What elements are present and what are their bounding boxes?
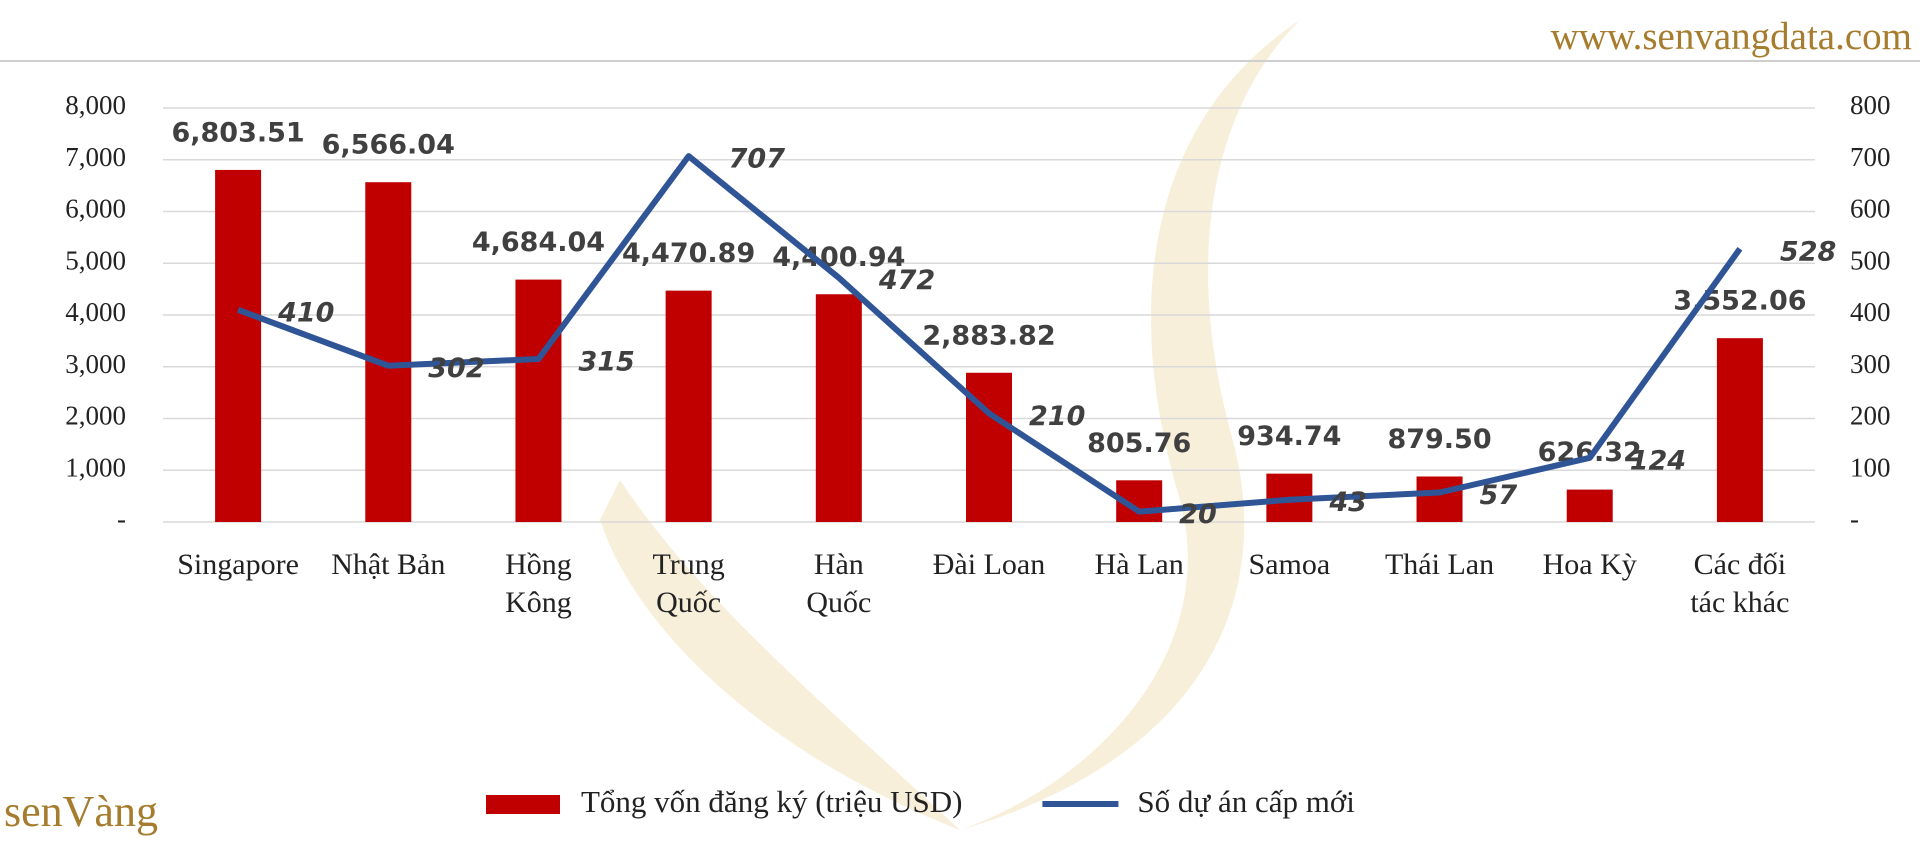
- logo: senVàng: [4, 787, 158, 836]
- y2-tick-label: 800: [1850, 90, 1891, 120]
- bar: [1716, 338, 1763, 522]
- x-tick-label: Hà Lan: [1094, 548, 1184, 581]
- line-value-label: 124: [1630, 445, 1686, 476]
- x-tick-label: Trung Quốc: [652, 548, 725, 619]
- bar: [515, 279, 562, 522]
- y-tick-label: 7,000: [65, 142, 126, 172]
- bar-value-label: 4,400.94: [772, 242, 905, 273]
- line-value-label: 707: [729, 144, 786, 175]
- y2-tick-label: 600: [1850, 194, 1891, 224]
- bar: [815, 294, 862, 522]
- x-tick-label: Hàn Quốc: [806, 548, 872, 619]
- x-tick-label: Singapore: [177, 548, 299, 581]
- line-value-label: 410: [277, 297, 334, 328]
- x-tick-label: Hồng Kông: [505, 548, 572, 619]
- y-tick-label: 3,000: [65, 349, 126, 379]
- line: [237, 153, 1743, 515]
- y-tick-label: 6,000: [65, 194, 126, 224]
- y-tick-label: -: [117, 504, 126, 534]
- y2-tick-label: 300: [1850, 349, 1891, 379]
- y-tick-label: 2,000: [65, 401, 126, 431]
- bar-value-label: 6,566.04: [322, 130, 455, 161]
- bar-value-label: 934.74: [1237, 421, 1341, 452]
- line-value-label: 57: [1480, 480, 1518, 511]
- y-tick-label: 8,000: [65, 90, 126, 120]
- y2-tick-label: -: [1850, 504, 1859, 534]
- x-tick-label: Thái Lan: [1384, 548, 1495, 581]
- y2-tick-label: 500: [1850, 245, 1891, 275]
- bar-value-label: 4,684.04: [472, 227, 605, 258]
- x-tick-label: Đài Loan: [932, 548, 1046, 581]
- x-tick-label: Nhật Bản: [331, 548, 446, 581]
- legend-swatch: [486, 795, 560, 814]
- bar: [365, 182, 412, 522]
- site-url: www.senvangdata.com: [1551, 15, 1912, 58]
- y2-tick-label: 200: [1850, 401, 1891, 431]
- bar: [1416, 476, 1463, 522]
- legend-label: Tổng vốn đăng ký (triệu USD): [581, 784, 962, 819]
- legend-label: Số dự án cấp mới: [1137, 784, 1355, 819]
- line-value-label: 43: [1328, 487, 1367, 518]
- bar-value-label: 4,470.89: [622, 238, 755, 269]
- line-value-label: 302: [428, 353, 484, 384]
- line-value-label: 472: [878, 265, 935, 296]
- bar-value-label: 2,883.82: [922, 320, 1055, 351]
- line-value-label: 210: [1029, 401, 1085, 432]
- x-tick-label: Các đối tác khác: [1690, 548, 1790, 619]
- y-tick-label: 1,000: [65, 452, 126, 482]
- bar: [665, 290, 712, 522]
- line-value-label: 20: [1179, 499, 1217, 530]
- line-value-label: 528: [1780, 236, 1836, 267]
- bar-value-label: 879.50: [1387, 424, 1491, 455]
- bar-value-label: 805.76: [1087, 428, 1191, 459]
- x-tick-label: Hoa Kỳ: [1542, 548, 1637, 581]
- bar: [1566, 489, 1613, 522]
- line-value-label: 315: [578, 346, 634, 377]
- y-tick-label: 5,000: [65, 245, 126, 275]
- bar-value-label: 6,803.51: [171, 117, 304, 148]
- watermark-shape: [600, 20, 1300, 830]
- y-tick-label: 4,000: [65, 297, 126, 327]
- bar: [215, 169, 262, 523]
- y2-tick-label: 100: [1850, 452, 1891, 482]
- y2-tick-label: 400: [1850, 297, 1891, 327]
- x-tick-label: Samoa: [1248, 548, 1331, 581]
- y2-tick-label: 700: [1850, 142, 1891, 172]
